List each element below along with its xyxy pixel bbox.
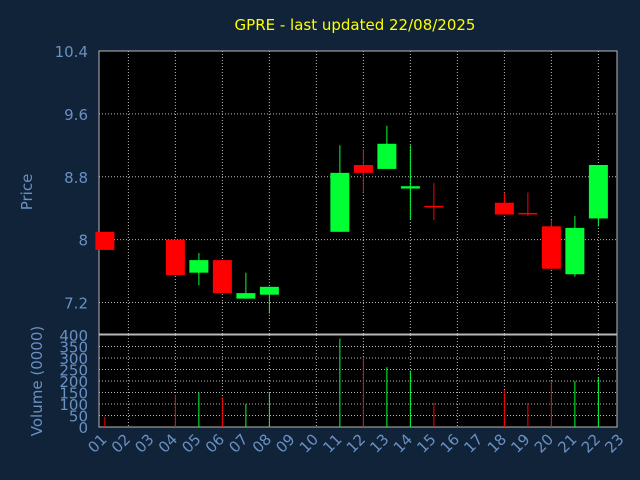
candle-body xyxy=(424,205,444,208)
price-y-tick-label: 10.4 xyxy=(55,43,88,61)
volume-y-tick-label: 200 xyxy=(59,373,88,391)
volume-y-tick-label: 150 xyxy=(59,385,88,403)
volume-series xyxy=(104,338,599,427)
volume-y-tick-label: 50 xyxy=(69,408,88,426)
candle-body xyxy=(353,164,373,173)
candle-body xyxy=(212,260,232,294)
volume-y-tick-label: 250 xyxy=(59,362,88,380)
candle-body xyxy=(541,226,561,269)
candle-body xyxy=(259,286,279,295)
volume-y-tick-label: 350 xyxy=(59,339,88,357)
price-y-tick-labels: 10.4 9.6 8.8 8 7.2 xyxy=(55,43,88,313)
candle-body xyxy=(400,186,420,189)
volume-y-tick-label: 100 xyxy=(59,396,88,414)
chart-title: GPRE - last updated 22/08/2025 xyxy=(235,16,476,34)
x-axis-label: Day xyxy=(334,460,362,476)
candle-body xyxy=(494,202,514,215)
candle-body xyxy=(518,212,538,215)
volume-y-tick-label: 0 xyxy=(78,419,88,437)
volume-y-axis-label: Volume (0000) xyxy=(28,326,46,436)
candle-body xyxy=(95,231,115,250)
price-y-axis-label: Price xyxy=(18,174,36,211)
price-y-tick-label: 7.2 xyxy=(64,295,88,313)
candle-body xyxy=(377,143,397,169)
candle-body xyxy=(189,260,209,273)
candle-body xyxy=(236,293,256,299)
price-y-tick-label: 9.6 xyxy=(64,106,88,124)
candlestick-series xyxy=(95,125,608,314)
candle-body xyxy=(588,164,608,219)
price-plot-area xyxy=(98,50,618,335)
x-tick-labels: 0102030405060708091011121314151617181920… xyxy=(84,430,627,456)
volume-y-tick-label: 400 xyxy=(59,327,88,345)
price-y-tick-label: 8 xyxy=(78,232,88,250)
price-y-tick-label: 8.8 xyxy=(64,169,88,187)
candle-body xyxy=(165,239,185,276)
candle-body xyxy=(330,172,350,232)
volume-y-tick-label: 300 xyxy=(59,350,88,368)
candle-body xyxy=(565,227,585,275)
volume-grid xyxy=(99,335,617,427)
